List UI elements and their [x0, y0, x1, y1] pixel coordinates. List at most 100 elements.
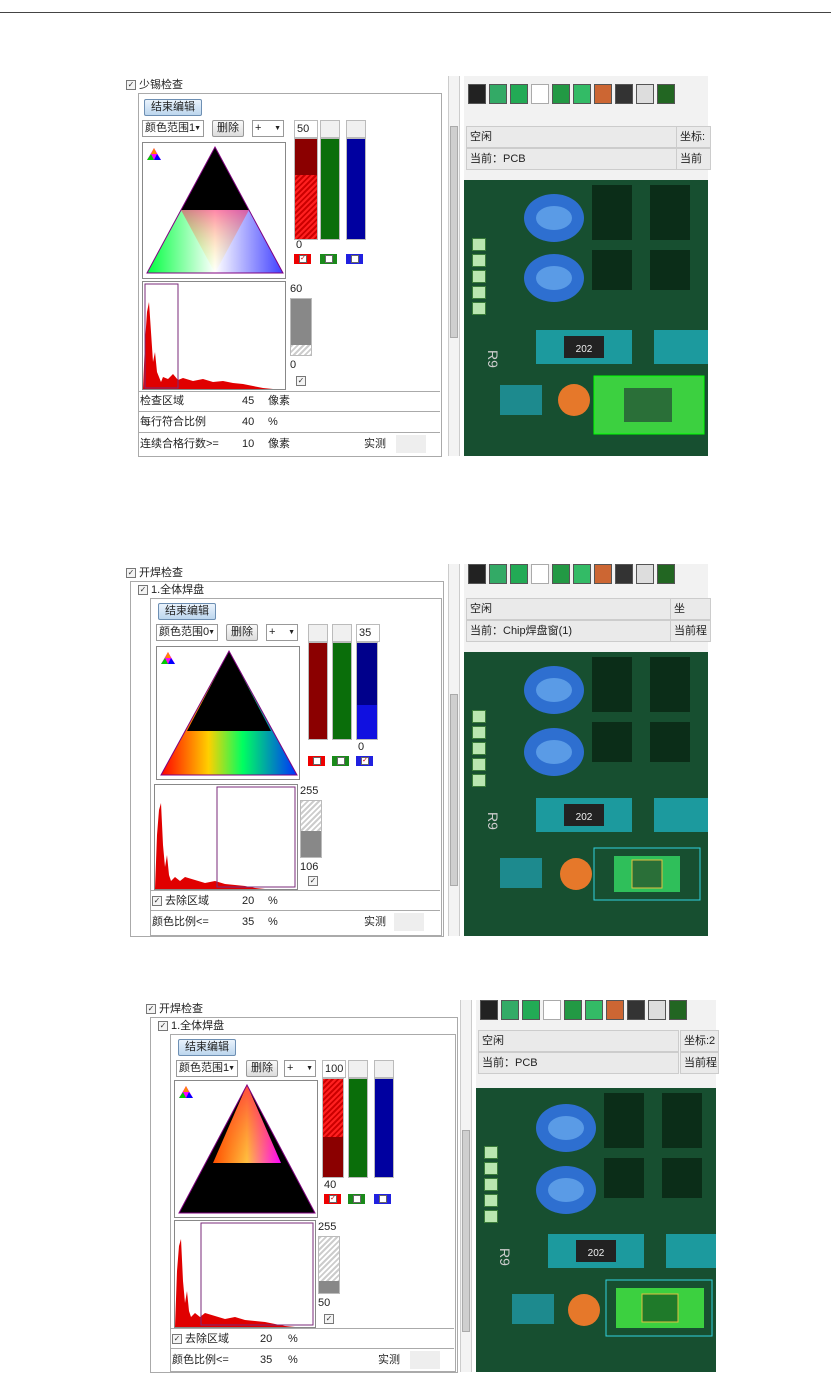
arrow-up-icon[interactable] [472, 710, 486, 723]
param-value[interactable]: 40 [242, 416, 255, 428]
tool-icon[interactable] [657, 84, 675, 104]
tool-icon[interactable] [489, 564, 507, 584]
param-value[interactable]: 45 [242, 395, 255, 407]
tool-icon[interactable] [615, 564, 633, 584]
vertical-scrollbar[interactable] [448, 564, 460, 936]
histogram-range-bar[interactable] [318, 1236, 340, 1294]
blue-bar[interactable] [374, 1078, 394, 1178]
histogram-range-bar[interactable] [300, 800, 322, 858]
tool-icon[interactable] [573, 564, 591, 584]
param-value[interactable]: 10 [242, 438, 255, 450]
blue-bar[interactable] [346, 138, 366, 240]
tool-icon[interactable] [489, 84, 507, 104]
arrow-up-icon[interactable] [472, 238, 486, 251]
histogram-box[interactable] [174, 1220, 316, 1328]
green-channel-toggle[interactable] [320, 254, 337, 264]
end-edit-button[interactable]: 结束编辑 [158, 603, 216, 620]
checkbox[interactable]: ✓ [138, 585, 148, 596]
color-range-select[interactable]: 颜色范围1 ▼ [142, 120, 204, 137]
red-bar[interactable] [322, 1078, 344, 1178]
scrollbar-thumb[interactable] [450, 126, 458, 338]
arrow-down-icon[interactable] [484, 1162, 498, 1175]
tool-icon[interactable] [657, 564, 675, 584]
tool-icon[interactable] [627, 1000, 645, 1020]
tool-icon[interactable] [573, 84, 591, 104]
arrow-down-icon[interactable] [472, 726, 486, 739]
operator-select[interactable]: + ▼ [252, 120, 284, 137]
tool-icon[interactable] [510, 564, 528, 584]
blue-channel-toggle[interactable] [374, 1194, 391, 1204]
green-bar[interactable] [320, 138, 340, 240]
scrollbar-thumb[interactable] [462, 1130, 470, 1332]
red-value-box[interactable]: 100 [322, 1060, 346, 1078]
param-label-row[interactable]: ✓ 去除区域 [172, 1333, 229, 1345]
red-value-box[interactable]: 50 [294, 120, 318, 138]
blue-value-box[interactable]: 35 [356, 624, 380, 642]
green-bar[interactable] [332, 642, 352, 740]
tool-icon[interactable] [531, 84, 549, 104]
arrow-left-icon[interactable] [472, 270, 486, 283]
hist-checkbox[interactable]: ✓ [324, 1314, 334, 1325]
checkbox[interactable]: ✓ [146, 1004, 156, 1015]
param-value[interactable]: 20 [260, 1333, 273, 1345]
color-triangle-box[interactable] [174, 1080, 318, 1218]
tool-icon[interactable] [564, 1000, 582, 1020]
color-range-select[interactable]: 颜色范围0 ▼ [156, 624, 218, 641]
arrow-up-icon[interactable] [484, 1146, 498, 1159]
sub-title-row[interactable]: ✓ 1.全体焊盘 [158, 1019, 224, 1033]
qr-icon[interactable] [636, 564, 654, 584]
arrow-right-icon[interactable] [484, 1194, 498, 1207]
red-bar[interactable] [294, 138, 318, 240]
checkbox[interactable]: ✓ [126, 80, 136, 91]
param-value[interactable]: 20 [242, 895, 255, 907]
tool-icon[interactable] [510, 84, 528, 104]
qr-icon[interactable] [648, 1000, 666, 1020]
list-icon[interactable] [472, 302, 486, 315]
tool-icon[interactable] [501, 1000, 519, 1020]
delete-button[interactable]: 删除 [226, 624, 258, 641]
hist-checkbox[interactable]: ✓ [296, 376, 306, 387]
checkbox[interactable]: ✓ [158, 1021, 168, 1032]
delete-button[interactable]: 删除 [212, 120, 244, 137]
arrow-right-icon[interactable] [472, 286, 486, 299]
arrow-left-icon[interactable] [484, 1178, 498, 1191]
histogram-range-bar[interactable] [290, 298, 312, 356]
tool-icon[interactable] [543, 1000, 561, 1020]
list-icon[interactable] [484, 1210, 498, 1223]
tool-icon[interactable] [606, 1000, 624, 1020]
vertical-scrollbar[interactable] [460, 1000, 472, 1372]
list-icon[interactable] [472, 774, 486, 787]
qr-icon[interactable] [636, 84, 654, 104]
blue-bar[interactable] [356, 642, 378, 740]
color-range-select[interactable]: 颜色范围1 ▼ [176, 1060, 238, 1077]
end-edit-button[interactable]: 结束编辑 [144, 99, 202, 116]
tool-icon[interactable] [585, 1000, 603, 1020]
check-title-row[interactable]: ✓ 开焊检查 [146, 1002, 203, 1016]
tool-icon[interactable] [669, 1000, 687, 1020]
delete-button[interactable]: 删除 [246, 1060, 278, 1077]
check-title-row[interactable]: ✓ 少锡检查 [126, 78, 183, 92]
tool-icon[interactable] [552, 84, 570, 104]
arrow-right-icon[interactable] [472, 758, 486, 771]
check-title-row[interactable]: ✓ 开焊检查 [126, 566, 183, 580]
pcb-image[interactable]: 202 R9 [464, 652, 708, 936]
histogram-box[interactable] [142, 281, 286, 390]
tool-icon[interactable] [531, 564, 549, 584]
color-triangle-box[interactable] [156, 646, 300, 780]
green-bar[interactable] [348, 1078, 368, 1178]
tool-icon[interactable] [594, 564, 612, 584]
tool-icon[interactable] [522, 1000, 540, 1020]
end-edit-button[interactable]: 结束编辑 [178, 1039, 236, 1056]
tool-icon[interactable] [615, 84, 633, 104]
histogram-box[interactable] [154, 784, 298, 890]
hist-checkbox[interactable]: ✓ [308, 876, 318, 887]
pcb-image[interactable]: 202 R9 [464, 180, 708, 456]
param-value[interactable]: 35 [260, 1354, 273, 1366]
tool-icon[interactable] [552, 564, 570, 584]
tool-icon[interactable] [594, 84, 612, 104]
sub-title-row[interactable]: ✓ 1.全体焊盘 [138, 583, 204, 597]
red-bar[interactable] [308, 642, 328, 740]
green-channel-toggle[interactable] [332, 756, 349, 766]
pcb-image[interactable]: 202 R9 [476, 1088, 716, 1372]
operator-select[interactable]: + ▼ [284, 1060, 316, 1077]
